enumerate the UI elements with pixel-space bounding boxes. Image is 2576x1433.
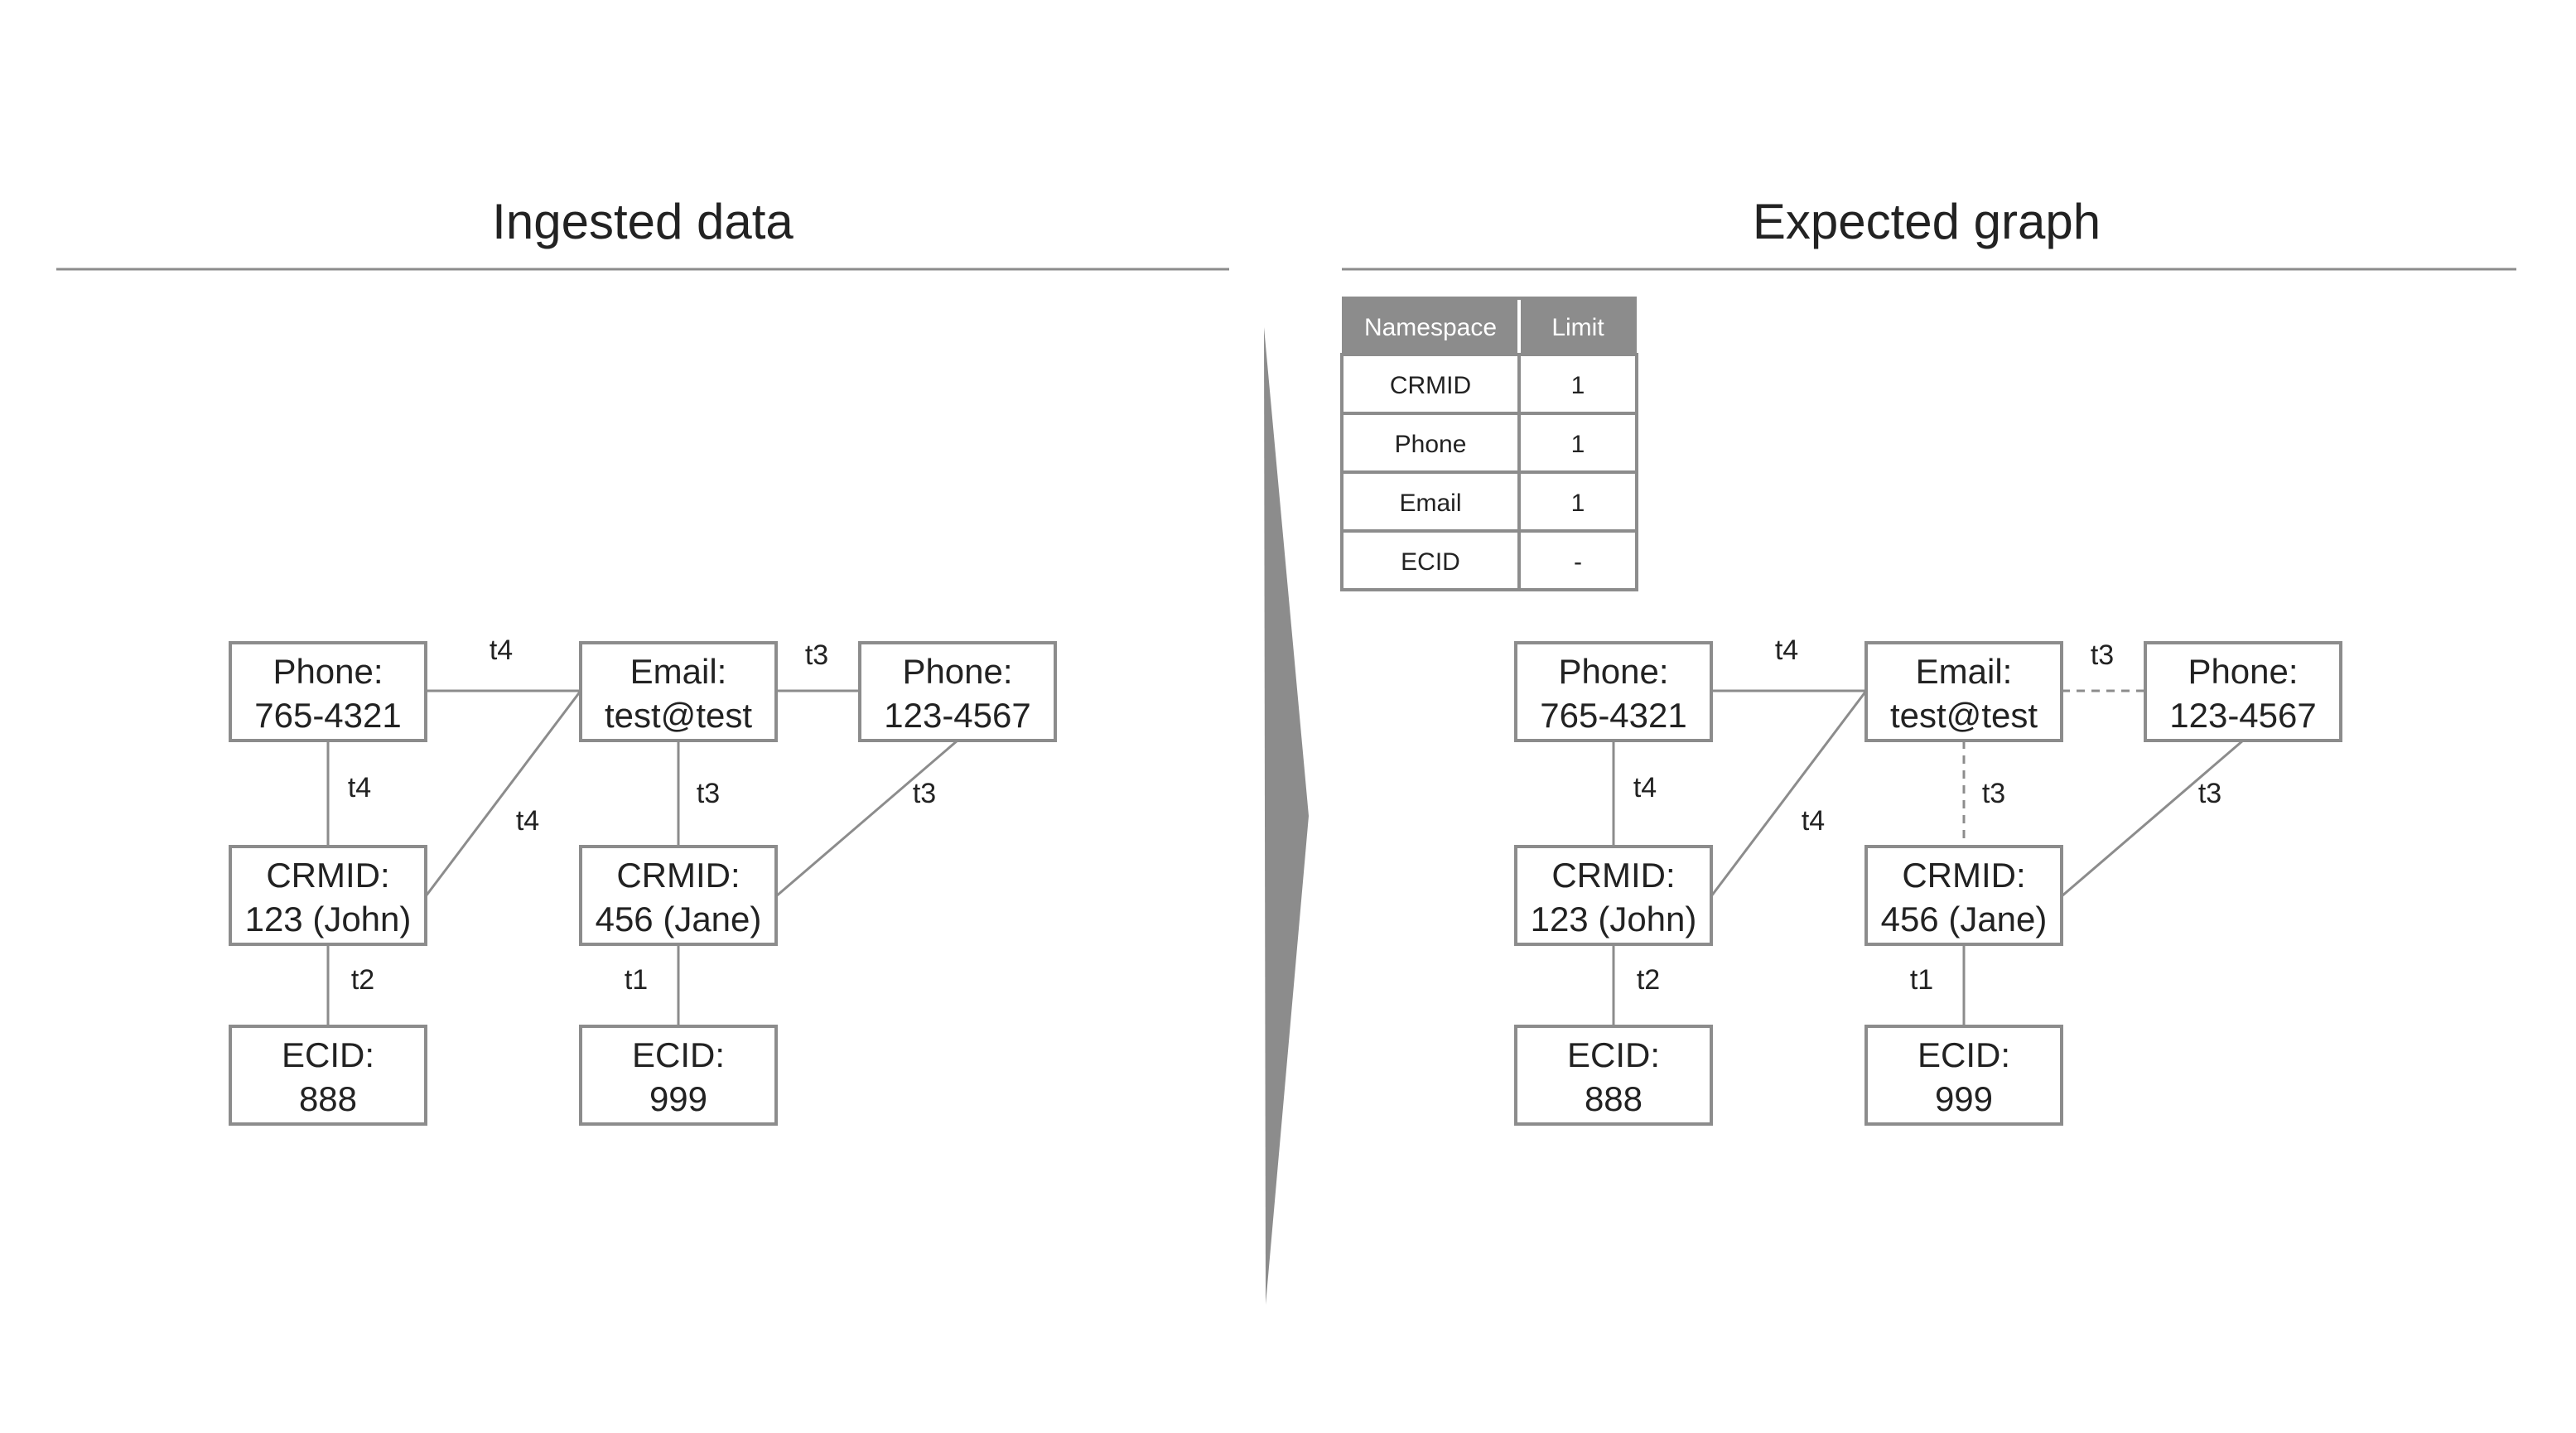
right-node-value: 999: [1935, 1079, 1993, 1118]
left-node-box: [579, 845, 778, 946]
limits-table-header-limit: Limit: [1551, 314, 1604, 341]
left-node-box: [579, 641, 778, 742]
left-edge-label-crm_jane-ecid999: t1: [625, 964, 648, 996]
right-edge-label-crm_jane-ecid999: t1: [1910, 964, 1933, 996]
left-node-box: [229, 845, 427, 946]
left-node-ecid888: ECID: 888: [229, 1025, 427, 1126]
right-node-box: [1514, 1025, 1713, 1126]
left-node-value: 123 (John): [245, 900, 412, 938]
right-node-value: 765-4321: [1540, 696, 1687, 735]
right-node-label: ECID:: [1567, 1035, 1660, 1074]
limits-table-cell: 1: [1571, 490, 1585, 517]
left-node-email: Email: test@test: [579, 641, 778, 742]
right-node-box: [1514, 845, 1713, 946]
right-node-label: CRMID:: [1902, 856, 2025, 895]
limits-table-row: Email 1: [1340, 470, 1638, 533]
left-node-value: 765-4321: [254, 696, 402, 735]
right-node-phone1: Phone: 765-4321: [1514, 641, 1713, 742]
left-node-box: [229, 1025, 427, 1126]
left-node-label: Phone:: [902, 652, 1012, 691]
left-node-crm_jane: CRMID: 456 (Jane): [579, 845, 778, 946]
limits-table-cell: CRMID: [1390, 372, 1471, 399]
right-node-value: 456 (Jane): [1881, 900, 2048, 938]
left-node-label: Email:: [630, 652, 727, 691]
limits-table-header-bg: [1342, 297, 1637, 355]
left-node-label: ECID:: [282, 1035, 374, 1074]
right-node-label: ECID:: [1918, 1035, 2010, 1074]
left-node-label: CRMID:: [616, 856, 740, 895]
left-node-label: ECID:: [632, 1035, 725, 1074]
left-edge-label-phone1-email: t4: [490, 634, 513, 666]
right-node-label: Phone:: [1558, 652, 1668, 691]
left-edge-label-email-crm_jane: t3: [697, 778, 720, 809]
left-node-label: CRMID:: [266, 856, 389, 895]
right-node-box: [1864, 1025, 2063, 1126]
right-node-value: 123-4567: [2169, 696, 2317, 735]
right-node-crm_john: CRMID: 123 (John): [1514, 845, 1713, 946]
left-node-phone1: Phone: 765-4321: [229, 641, 427, 742]
right-node-box: [1514, 641, 1713, 742]
left-node-box: [229, 641, 427, 742]
limits-table-cell: -: [1574, 548, 1582, 576]
right-node-ecid999: ECID: 999: [1864, 1025, 2063, 1126]
right-edge-label-phone1-email: t4: [1775, 634, 1798, 666]
right-graph: t4 t3 t4 t4 t3 t3 t2 t1 Phone: 765-4321 Email: test…: [1514, 634, 2342, 1126]
left-node-box: [579, 1025, 778, 1126]
right-edge-phone2-crm_jane: [2061, 739, 2244, 898]
left-edge-label-email-crm_john: t4: [516, 805, 539, 837]
right-node-value: 888: [1585, 1079, 1643, 1118]
right-edge-label-crm_john-ecid888: t2: [1637, 964, 1660, 996]
left-node-value: 888: [299, 1079, 357, 1118]
right-node-label: Phone:: [2188, 652, 2298, 691]
right-node-label: Email:: [1916, 652, 2013, 691]
limits-table: Namespace Limit CRMID 1 Phone 1 Email 1 …: [1340, 297, 1638, 591]
left-node-label: Phone:: [273, 652, 383, 691]
right-node-box: [2144, 641, 2342, 742]
left-panel-title: Ingested data: [492, 194, 794, 249]
left-node-box: [858, 641, 1057, 742]
left-node-value: 999: [649, 1079, 707, 1118]
left-node-value: test@test: [605, 696, 752, 735]
right-edge-label-phone1-crm_john: t4: [1633, 772, 1657, 803]
left-node-phone2: Phone: 123-4567: [858, 641, 1057, 742]
left-edge-phone2-crm_jane: [775, 739, 958, 898]
limits-table-row: ECID -: [1340, 529, 1638, 591]
right-node-ecid888: ECID: 888: [1514, 1025, 1713, 1126]
limits-table-cell: Phone: [1395, 431, 1467, 458]
right-node-email: Email: test@test: [1864, 641, 2063, 742]
right-node-value: 123 (John): [1531, 900, 1697, 938]
left-edge-label-phone1-crm_john: t4: [348, 772, 371, 803]
limits-table-cell: 1: [1571, 372, 1585, 399]
right-edge-email-crm_john: [1710, 690, 1868, 897]
limits-table-cell: 1: [1571, 431, 1585, 458]
left-node-value: 123-4567: [884, 696, 1031, 735]
limits-table-cell: Email: [1399, 490, 1461, 517]
limits-table-row: Phone 1: [1340, 412, 1638, 474]
limits-table-cell: ECID: [1401, 548, 1460, 576]
left-node-ecid999: ECID: 999: [579, 1025, 778, 1126]
limits-table-row: CRMID 1: [1340, 353, 1638, 415]
right-panel-title: Expected graph: [1753, 194, 2101, 249]
right-edge-label-phone2-crm_jane: t3: [2198, 778, 2221, 809]
right-edge-label-email-phone2: t3: [2091, 639, 2114, 671]
left-edge-email-crm_john: [424, 690, 582, 897]
right-node-value: test@test: [1890, 696, 2038, 735]
right-node-crm_jane: CRMID: 456 (Jane): [1864, 845, 2063, 946]
right-edge-label-email-crm_jane: t3: [1982, 778, 2005, 809]
left-edge-label-crm_john-ecid888: t2: [351, 964, 374, 996]
left-edge-label-email-phone2: t3: [805, 639, 828, 671]
right-node-box: [1864, 845, 2063, 946]
transition-arrow-icon: [1264, 327, 1309, 1305]
left-node-crm_john: CRMID: 123 (John): [229, 845, 427, 946]
left-graph: t4 t3 t4 t4 t3 t3 t2 t1 Phone: 765-4321 Email: test…: [229, 634, 1057, 1126]
right-node-phone2: Phone: 123-4567: [2144, 641, 2342, 742]
limits-table-header-namespace: Namespace: [1364, 314, 1497, 341]
right-node-label: CRMID:: [1551, 856, 1675, 895]
right-node-box: [1864, 641, 2063, 742]
left-node-value: 456 (Jane): [596, 900, 762, 938]
right-edge-label-email-crm_john: t4: [1802, 805, 1825, 837]
left-edge-label-phone2-crm_jane: t3: [913, 778, 936, 809]
